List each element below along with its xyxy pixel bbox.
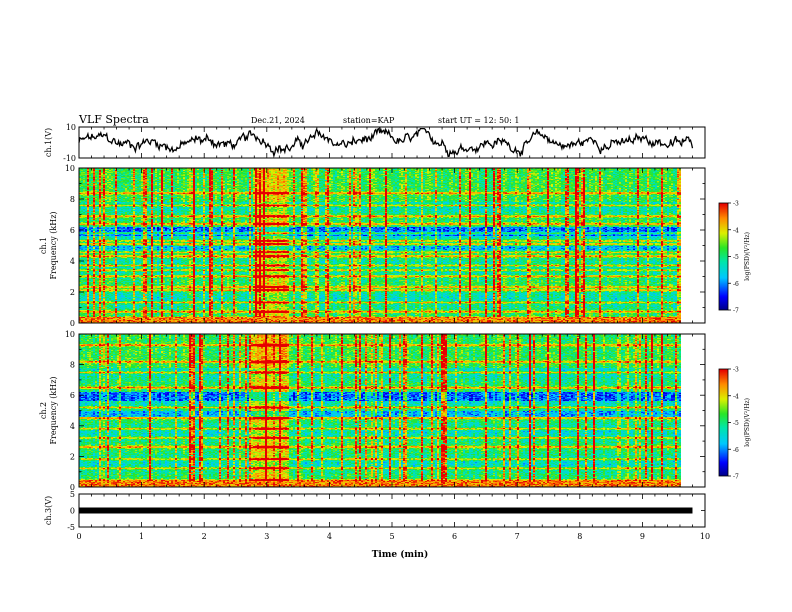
y-tick-label: 2 bbox=[70, 452, 75, 461]
ch1-waveform-line bbox=[78, 126, 694, 159]
colorbar-tick-label: -5 bbox=[733, 254, 739, 261]
colorbar-tick-label: -3 bbox=[733, 367, 739, 374]
colorbar-tick-label: -4 bbox=[733, 227, 739, 234]
colorbar-tick-label: -3 bbox=[733, 201, 739, 208]
y-tick-label: 0 bbox=[70, 483, 75, 492]
x-tick-label: 10 bbox=[700, 532, 710, 541]
colorbar-tick-label: -5 bbox=[733, 420, 739, 427]
ch2-spectrogram bbox=[79, 334, 693, 487]
y-tick-label: 6 bbox=[70, 391, 75, 400]
ch3-trace bbox=[79, 507, 693, 514]
ch1-spectrogram-panel: 0 2 4 6 8 10 ch.1 Frequency (kHz) bbox=[39, 164, 706, 328]
y-tick-label: 5 bbox=[70, 490, 75, 499]
colorbar-tick-label: -7 bbox=[733, 308, 739, 315]
station-label: station=KAP bbox=[343, 116, 395, 125]
x-tick-label: 0 bbox=[76, 532, 81, 541]
y-tick-label: 2 bbox=[70, 288, 75, 297]
y-tick-label: 8 bbox=[70, 361, 75, 370]
ch1-y-axis-label-channel: ch.1 bbox=[39, 237, 48, 254]
ch2-spectrogram-panel: 0 2 4 6 8 10 ch.2 Frequency (kHz) bbox=[39, 330, 706, 492]
x-axis-label: Time (min) bbox=[372, 549, 429, 560]
x-tick-label: 4 bbox=[327, 532, 332, 541]
colorbar-tick-label: -6 bbox=[733, 281, 739, 288]
ch2-y-axis-label: Frequency (kHz) bbox=[49, 376, 58, 444]
x-tick-label: 3 bbox=[264, 532, 269, 541]
y-tick-label: 6 bbox=[70, 226, 75, 235]
x-tick-label: 5 bbox=[389, 532, 394, 541]
y-tick-label: 4 bbox=[70, 422, 75, 431]
y-tick-label: 10 bbox=[65, 330, 75, 339]
x-tick-label: 6 bbox=[452, 532, 457, 541]
ch1-colorbar-frame bbox=[718, 202, 729, 311]
colorbars: -3 -4 -5 -6 -7 log(PSD)(V²/Hz) -3 -4 -5 -6 -7 log(P… bbox=[718, 201, 751, 481]
ch1-colorbar-label: log(PSD)(V²/Hz) bbox=[744, 232, 751, 281]
ch2-y-axis-label-channel: ch.2 bbox=[39, 402, 48, 419]
y-tick-label: 10 bbox=[65, 164, 75, 173]
x-tick-label: 2 bbox=[202, 532, 207, 541]
date-label: Dec.21, 2024 bbox=[251, 116, 305, 125]
start-time-label: start UT = 12: 50: 1 bbox=[438, 116, 520, 125]
ch1-y-axis-label: Frequency (kHz) bbox=[49, 211, 58, 279]
ch2-colorbar-label: log(PSD)(V²/Hz) bbox=[744, 398, 751, 447]
ch1-colorbar bbox=[719, 203, 728, 310]
panel-frame bbox=[78, 333, 706, 488]
y-tick-label: 8 bbox=[70, 195, 75, 204]
ch1-y-axis-label: ch.1(V) bbox=[44, 128, 53, 157]
y-tick-label: -5 bbox=[67, 523, 75, 532]
colorbar-tick-label: -6 bbox=[733, 447, 739, 454]
ch1-waveform-panel: 10 -10 ch.1(V) bbox=[44, 123, 706, 163]
y-tick-label: 10 bbox=[66, 123, 76, 132]
panel-frame bbox=[78, 167, 706, 324]
ch2-colorbar bbox=[719, 369, 728, 476]
y-tick-label: 4 bbox=[70, 257, 75, 266]
ch2-colorbar-frame bbox=[718, 368, 729, 477]
colorbar-tick-label: -7 bbox=[733, 474, 739, 481]
x-tick-label: 1 bbox=[139, 532, 144, 541]
y-tick-label: 0 bbox=[70, 507, 75, 516]
x-tick-label: 9 bbox=[640, 532, 645, 541]
figure-title: VLF Spectra bbox=[79, 113, 149, 126]
y-tick-label: 0 bbox=[70, 319, 75, 328]
ch1-spectrogram bbox=[79, 168, 693, 323]
x-tick-label: 8 bbox=[577, 532, 582, 541]
x-tick-label: 7 bbox=[515, 532, 520, 541]
ch3-y-axis-label: ch.3(V) bbox=[44, 496, 53, 525]
y-tick-label: -10 bbox=[63, 154, 76, 163]
colorbar-tick-label: -4 bbox=[733, 393, 739, 400]
